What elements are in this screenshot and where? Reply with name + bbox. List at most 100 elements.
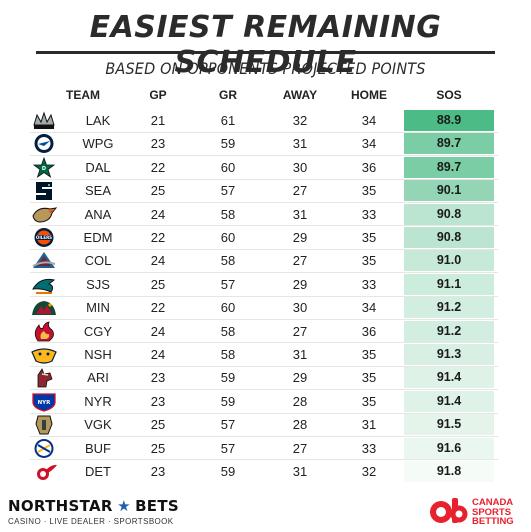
- kings-logo-icon: [33, 111, 55, 129]
- team-cell: BUF: [85, 440, 111, 456]
- column-header-away: AWAY: [282, 88, 318, 102]
- oilers-logo-icon: OILERS: [34, 228, 54, 247]
- team-cell: CGY: [83, 323, 113, 339]
- column-header-home: HOME: [351, 88, 387, 102]
- home-cell: 34: [361, 136, 377, 152]
- row-divider: [30, 435, 498, 437]
- home-cell: 33: [361, 206, 377, 222]
- away-cell: 27: [292, 253, 308, 269]
- sharks-logo-icon: [32, 278, 56, 294]
- gp-cell: 24: [150, 206, 166, 222]
- home-cell: 33: [361, 276, 377, 292]
- sos-cell: 89.7: [404, 133, 494, 155]
- gr-cell: 58: [220, 323, 236, 339]
- rangers-logo-icon: NYR: [32, 393, 56, 412]
- team-cell: SJS: [86, 276, 110, 292]
- table-row: NSH 24 58 31 35 91.3: [0, 343, 531, 366]
- gp-cell: 23: [150, 464, 166, 479]
- northstar-tagline: CASINO · LIVE DEALER · SPORTSBOOK: [8, 517, 174, 526]
- away-cell: 31: [292, 206, 308, 222]
- gp-cell: 23: [150, 136, 166, 152]
- gr-cell: 60: [220, 300, 236, 316]
- home-cell: 31: [361, 417, 377, 433]
- home-cell: 33: [361, 440, 377, 456]
- gp-cell: 25: [150, 276, 166, 292]
- kraken-logo-icon: [36, 182, 52, 201]
- golden-knights-logo-icon: [35, 415, 53, 435]
- away-cell: 29: [292, 276, 308, 292]
- row-divider: [30, 365, 498, 367]
- page-subtitle: BASED ON OPPONENTS PROJECTED POINTS: [105, 59, 426, 78]
- svg-text:NYR: NYR: [38, 400, 52, 406]
- row-divider: [30, 131, 498, 133]
- red-wings-logo-icon: [37, 464, 57, 480]
- away-cell: 31: [292, 464, 308, 479]
- table-row: OILERS EDM 22 60 29 35 90.8: [0, 226, 531, 249]
- row-divider: [30, 225, 498, 227]
- table-row: BUF 25 57 27 33 91.6: [0, 437, 531, 460]
- sos-cell: 91.8: [404, 461, 494, 482]
- sos-cell: 91.0: [404, 250, 494, 272]
- home-cell: 35: [361, 183, 377, 199]
- row-divider: [30, 412, 498, 414]
- home-cell: 35: [361, 393, 377, 409]
- gr-cell: 59: [220, 393, 236, 409]
- gp-cell: 22: [150, 159, 166, 175]
- svg-text:D: D: [42, 166, 46, 172]
- row-divider: [30, 342, 498, 344]
- gp-cell: 22: [150, 300, 166, 316]
- gp-cell: 24: [150, 253, 166, 269]
- sos-cell: 91.2: [404, 320, 494, 342]
- sos-cell: 91.2: [404, 297, 494, 319]
- column-header-sos: SOS: [436, 88, 462, 102]
- table-row: ARI 23 59 29 35 91.4: [0, 366, 531, 389]
- home-cell: 34: [361, 300, 377, 316]
- away-cell: 27: [292, 323, 308, 339]
- northstar-brand-text: NORTHSTAR: [8, 497, 113, 515]
- row-divider: [30, 178, 498, 180]
- gr-cell: 57: [220, 276, 236, 292]
- away-cell: 29: [292, 230, 308, 245]
- away-cell: 27: [292, 440, 308, 456]
- row-divider: [30, 248, 498, 250]
- team-cell: LAK: [85, 113, 111, 128]
- svg-text:OILERS: OILERS: [36, 235, 52, 240]
- column-header-team: TEAM: [66, 88, 100, 102]
- row-divider: [30, 201, 498, 203]
- csb-line-3: BETTING: [472, 516, 514, 527]
- away-cell: 29: [292, 370, 308, 386]
- gp-cell: 23: [150, 370, 166, 386]
- team-cell: COL: [84, 253, 112, 269]
- team-cell: EDM: [83, 230, 113, 245]
- gp-cell: 25: [150, 440, 166, 456]
- sos-cell: 91.4: [404, 390, 494, 412]
- team-cell: ANA: [84, 206, 112, 222]
- northstar-brand-suffix: BETS: [135, 497, 179, 515]
- home-cell: 36: [361, 159, 377, 175]
- away-cell: 27: [292, 183, 308, 199]
- sos-cell: 91.5: [404, 414, 494, 436]
- sos-cell: 88.9: [404, 110, 494, 131]
- avalanche-logo-icon: [32, 252, 56, 269]
- gp-cell: 24: [150, 347, 166, 362]
- row-divider: [30, 272, 498, 274]
- table-row: COL 24 58 27 35 91.0: [0, 249, 531, 272]
- gr-cell: 59: [220, 136, 236, 152]
- gr-cell: 59: [220, 370, 236, 386]
- row-divider: [30, 389, 498, 391]
- table-row: MIN 22 60 30 34 91.2: [0, 296, 531, 319]
- gr-cell: 57: [220, 417, 236, 433]
- sos-cell: 91.1: [404, 273, 494, 295]
- team-cell: ARI: [87, 370, 109, 386]
- csb-mark-icon: [430, 498, 468, 523]
- gp-cell: 23: [150, 393, 166, 409]
- sos-cell: 89.7: [404, 156, 494, 178]
- gr-cell: 57: [220, 183, 236, 199]
- home-cell: 35: [361, 347, 377, 362]
- gr-cell: 60: [220, 159, 236, 175]
- away-cell: 30: [292, 159, 308, 175]
- table-row: WPG 23 59 31 34 89.7: [0, 132, 531, 155]
- gr-cell: 58: [220, 347, 236, 362]
- home-cell: 35: [361, 370, 377, 386]
- gp-cell: 24: [150, 323, 166, 339]
